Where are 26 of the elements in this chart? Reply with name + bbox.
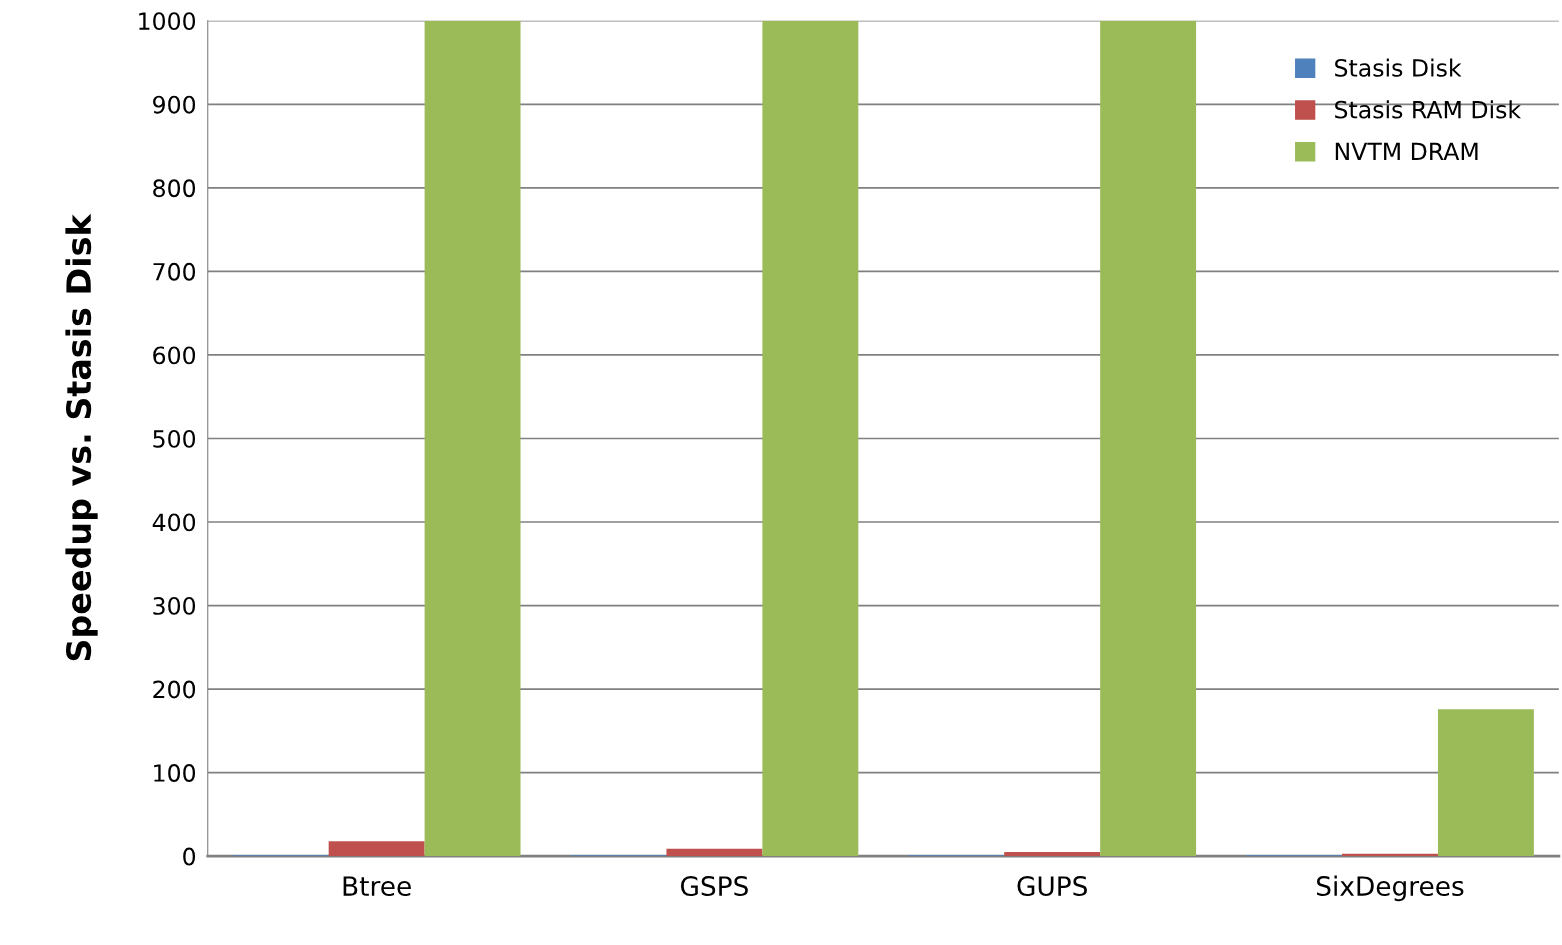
x-tick-label: GUPS <box>1017 876 1087 897</box>
y-tick-label: 500 <box>153 429 196 448</box>
y-tick-label: 300 <box>153 597 196 615</box>
y-tick-label: 700 <box>153 262 196 281</box>
y-axis-title: Speedup vs. Stasis Disk <box>65 213 98 661</box>
y-tick-label: 800 <box>153 179 196 198</box>
bar <box>1437 709 1534 857</box>
y-tick-label: 400 <box>152 513 196 532</box>
bar <box>666 848 763 857</box>
y-tick-label: 1000 <box>139 12 196 31</box>
x-tick-label: Btree <box>343 876 411 897</box>
x-tick-label: SixDegrees <box>1316 875 1464 902</box>
legend-label: Stasis Disk <box>1335 58 1462 77</box>
bar <box>424 20 521 857</box>
y-tick-label: 0 <box>183 847 196 866</box>
y-tick-label: 600 <box>153 346 196 365</box>
y-tick-label: 200 <box>153 680 196 699</box>
y-tick-label: 100 <box>154 764 196 782</box>
x-tick-label: GSPS <box>680 876 748 897</box>
bar <box>762 20 859 857</box>
legend-label: Stasis RAM Disk <box>1335 100 1522 119</box>
legend-label: NVTM DRAM <box>1335 142 1478 160</box>
bar <box>328 841 425 857</box>
bar <box>1004 851 1101 857</box>
y-tick-label: 900 <box>153 95 196 114</box>
bar <box>1100 20 1197 857</box>
